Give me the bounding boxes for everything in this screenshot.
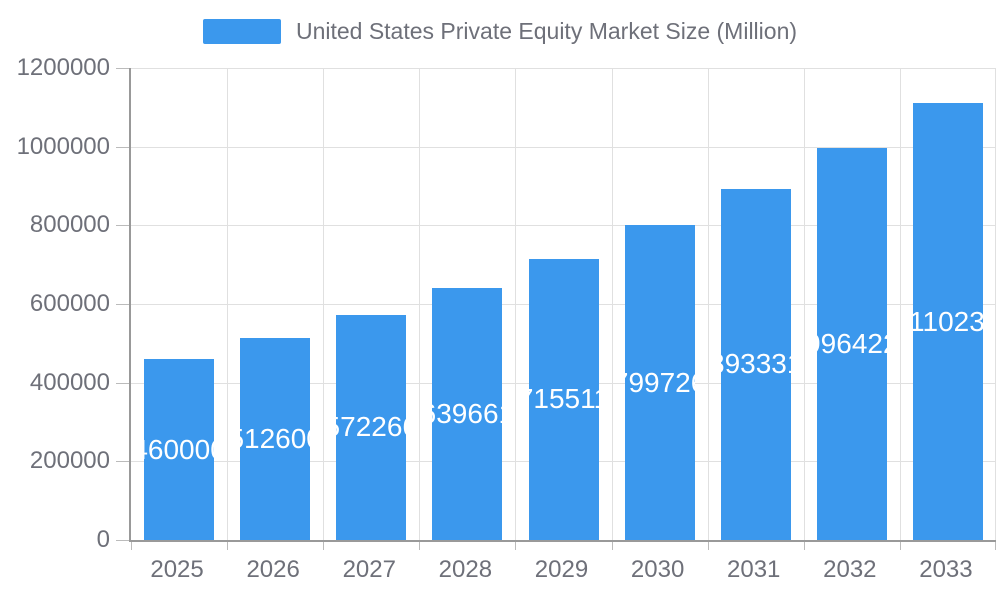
y-axis-tick <box>116 68 129 69</box>
x-axis-tick <box>227 542 229 550</box>
gridline-vertical <box>323 68 325 540</box>
gridline-vertical <box>707 68 709 540</box>
bar-2030[interactable]: 799726 <box>624 225 695 540</box>
gridline-horizontal <box>131 146 996 148</box>
y-axis-tick <box>116 382 129 384</box>
x-axis-label-2033: 2033 <box>919 556 973 583</box>
bar-2026[interactable]: 512600 <box>240 338 311 540</box>
y-axis-label: 1000000 <box>16 132 110 160</box>
x-axis-tick <box>803 542 805 550</box>
y-axis-label: 800000 <box>29 211 110 239</box>
x-axis-tick <box>419 542 421 550</box>
gridline-horizontal <box>131 225 996 227</box>
gridline-vertical <box>611 68 613 540</box>
chart-legend[interactable]: United States Private Equity Market Size… <box>0 18 1000 45</box>
bar-2025[interactable]: 460000 <box>144 359 215 540</box>
bar-value-label: 512600 <box>240 423 310 455</box>
x-axis-label-2031: 2031 <box>727 556 781 583</box>
x-axis-label-2027: 2027 <box>342 556 396 583</box>
x-axis-tick <box>707 542 709 550</box>
x-axis-tick <box>515 542 517 550</box>
gridline-vertical <box>515 68 517 540</box>
bar-2031[interactable]: 893331 <box>720 188 791 540</box>
bar-2027[interactable]: 572266 <box>336 314 407 540</box>
bar-value-label: 1110234 <box>912 305 983 337</box>
gridline-horizontal <box>131 68 996 69</box>
x-axis-label-2026: 2026 <box>246 556 300 583</box>
x-axis-tick <box>131 542 132 550</box>
x-axis-label-2029: 2029 <box>534 556 589 583</box>
y-axis-tick <box>116 304 129 305</box>
gridline-vertical <box>419 68 421 540</box>
x-axis-tick <box>899 542 901 550</box>
y-axis-tick <box>116 461 129 463</box>
y-axis-tick <box>116 146 129 148</box>
bar-2033[interactable]: 1110234 <box>912 103 983 540</box>
bar-value-label: 893331 <box>721 348 791 380</box>
x-axis-label-2032: 2032 <box>823 556 877 583</box>
y-axis-label: 400000 <box>29 368 110 396</box>
gridline-vertical <box>227 68 229 540</box>
y-axis-label: 200000 <box>29 447 110 475</box>
y-axis-labels: 0 200000 400000 600000 800000 1000000 1200000 <box>0 56 110 552</box>
y-axis-label: 600000 <box>29 290 110 317</box>
y-axis-tick <box>116 540 129 541</box>
bar-value-label: 996422 <box>817 328 887 360</box>
x-axis-label-2028: 2028 <box>438 556 493 583</box>
x-axis-tick <box>995 542 996 550</box>
bar-value-label: 799726 <box>625 366 695 398</box>
bar-value-label: 715511 <box>529 383 599 415</box>
y-axis-tick <box>116 225 129 227</box>
x-axis-tick <box>611 542 613 550</box>
x-axis-label-2025: 2025 <box>150 556 204 583</box>
bar-2029[interactable]: 715511 <box>528 258 599 540</box>
x-axis-tick <box>323 542 325 550</box>
legend-swatch-icon <box>202 19 281 44</box>
gridline-vertical <box>995 68 996 540</box>
y-axis-label: 0 <box>96 526 110 553</box>
bar-2032[interactable]: 996422 <box>816 148 887 540</box>
gridline-vertical <box>803 68 805 540</box>
bar-value-label: 572266 <box>336 411 406 443</box>
legend-label: United States Private Equity Market Size… <box>295 18 798 44</box>
x-axis-labels: 2025 2026 2027 2028 2029 2030 2031 2032 2033 <box>129 556 994 590</box>
x-axis-label-2030: 2030 <box>630 556 685 583</box>
y-axis-label: 1200000 <box>16 54 110 81</box>
gridline-vertical <box>899 68 901 540</box>
bar-value-label: 460000 <box>144 433 214 465</box>
